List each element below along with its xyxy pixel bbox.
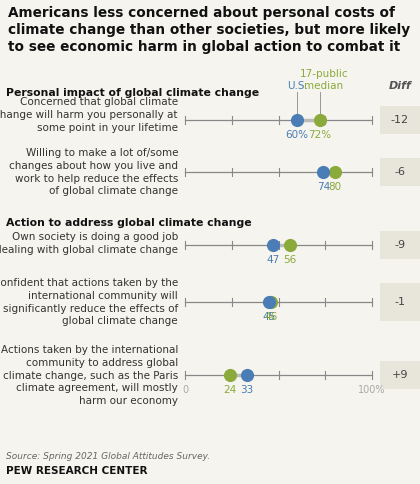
- Text: Willing to make a lot of/some
changes about how you live and
work to help reduce: Willing to make a lot of/some changes ab…: [9, 148, 178, 197]
- Bar: [380, 361, 420, 389]
- Text: 33: 33: [240, 385, 253, 395]
- Text: -9: -9: [394, 240, 406, 250]
- Bar: [380, 106, 420, 134]
- Point: [316, 116, 323, 124]
- Text: Confident that actions taken by the
international community will
significantly r: Confident that actions taken by the inte…: [0, 278, 178, 326]
- Text: 24: 24: [223, 385, 236, 395]
- Text: Source: Spring 2021 Global Attitudes Survey.: Source: Spring 2021 Global Attitudes Sur…: [6, 452, 210, 461]
- Point: [286, 241, 293, 249]
- Text: Personal impact of global climate change: Personal impact of global climate change: [6, 88, 259, 98]
- Text: Actions taken by the international
community to address global
climate change, s: Actions taken by the international commu…: [0, 345, 178, 406]
- Point: [320, 168, 327, 176]
- Text: 17-public
median: 17-public median: [299, 69, 348, 91]
- Point: [270, 241, 276, 249]
- Text: -12: -12: [391, 115, 409, 125]
- Bar: [380, 231, 420, 259]
- Text: Americans less concerned about personal costs of
climate change than other socie: Americans less concerned about personal …: [8, 6, 410, 54]
- Text: 80: 80: [328, 182, 341, 192]
- Text: Own society is doing a good job
dealing with global climate change: Own society is doing a good job dealing …: [0, 232, 178, 255]
- Text: PEW RESEARCH CENTER: PEW RESEARCH CENTER: [6, 466, 147, 476]
- Text: 0: 0: [182, 385, 188, 395]
- Point: [331, 168, 338, 176]
- Text: 47: 47: [266, 255, 280, 265]
- Text: +9: +9: [392, 370, 408, 380]
- Text: 74: 74: [317, 182, 330, 192]
- Bar: [380, 283, 420, 321]
- Text: Action to address global climate change: Action to address global climate change: [6, 218, 252, 228]
- Text: 60%: 60%: [286, 130, 309, 140]
- Text: Diff: Diff: [388, 81, 412, 91]
- Text: 45: 45: [262, 312, 276, 322]
- Text: -6: -6: [394, 167, 405, 177]
- Text: Concerned that global climate
change will harm you personally at
some point in y: Concerned that global climate change wil…: [0, 97, 178, 133]
- Bar: [380, 158, 420, 186]
- Point: [266, 298, 273, 306]
- Point: [294, 116, 301, 124]
- Text: 100%: 100%: [358, 385, 386, 395]
- Text: U.S.: U.S.: [287, 81, 307, 91]
- Text: 56: 56: [283, 255, 297, 265]
- Point: [226, 371, 233, 379]
- Text: 72%: 72%: [308, 130, 331, 140]
- Point: [243, 371, 250, 379]
- Text: -1: -1: [394, 297, 405, 307]
- Text: 46: 46: [265, 312, 278, 322]
- Point: [268, 298, 274, 306]
